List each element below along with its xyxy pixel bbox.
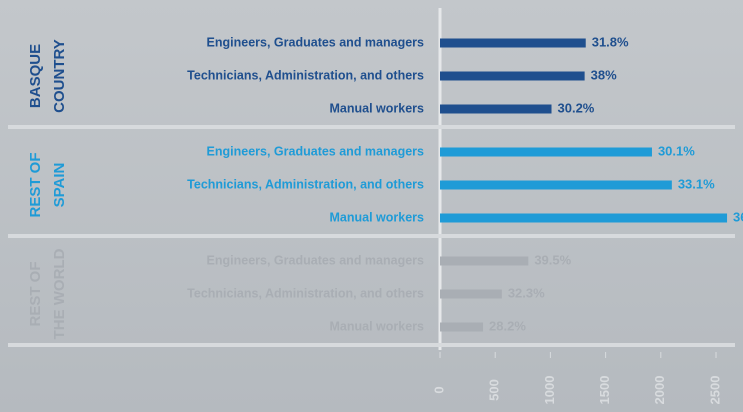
category-label: Technicians, Administration, and others	[187, 177, 424, 191]
bar	[440, 104, 552, 114]
bar	[440, 71, 585, 81]
bar	[440, 213, 728, 223]
bar	[440, 322, 484, 332]
bar	[440, 38, 586, 48]
group-label: REST OF	[27, 152, 44, 217]
x-tick-label: 1000	[542, 376, 557, 405]
category-label: Technicians, Administration, and others	[187, 286, 424, 300]
group-label: SPAIN	[51, 163, 68, 208]
category-label: Engineers, Graduates and managers	[207, 35, 424, 49]
x-tick-label: 1500	[597, 376, 612, 405]
category-label: Engineers, Graduates and managers	[207, 253, 424, 267]
bar	[440, 180, 672, 190]
value-label: 28.2%	[489, 318, 526, 333]
x-tick-label: 2500	[707, 376, 722, 405]
category-label: Manual workers	[330, 101, 425, 115]
value-label: 32.3%	[508, 285, 545, 300]
group-label: BASQUE	[27, 44, 44, 108]
bar	[440, 289, 502, 299]
value-label: 39.5%	[534, 252, 571, 267]
group-label: REST OF	[27, 261, 44, 326]
value-label: 33.1%	[678, 176, 715, 191]
bar	[440, 256, 529, 266]
category-label: Engineers, Graduates and managers	[207, 144, 424, 158]
value-label: 30.1%	[658, 143, 695, 158]
value-label: 30.2%	[558, 100, 595, 115]
x-tick-label: 500	[487, 379, 502, 401]
value-label: 31.8%	[592, 34, 629, 49]
group-label: COUNTRY	[51, 39, 68, 113]
category-label: Manual workers	[330, 210, 425, 224]
bar	[440, 147, 652, 157]
category-label: Technicians, Administration, and others	[187, 68, 424, 82]
category-label: Manual workers	[330, 319, 425, 333]
value-label: 36.8%	[733, 209, 743, 224]
value-label: 38%	[591, 67, 617, 82]
x-tick-label: 0	[431, 386, 446, 393]
x-tick-label: 2000	[652, 376, 667, 405]
group-label: THE WORLD	[51, 248, 68, 339]
